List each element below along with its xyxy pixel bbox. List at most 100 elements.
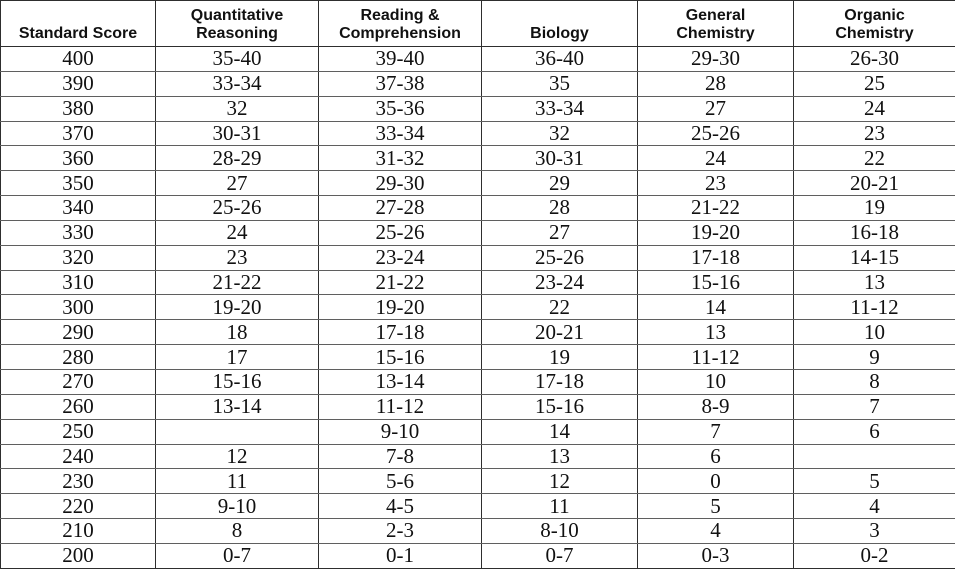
table-cell: 25-26 xyxy=(637,120,794,147)
table-cell: 35 xyxy=(481,70,638,97)
table-cell: 4 xyxy=(793,493,955,520)
table-cell xyxy=(155,418,319,445)
table-cell: 27 xyxy=(481,219,638,246)
score-cell: 370 xyxy=(0,120,156,147)
table-row: 230 11 5-6 12 0 5 xyxy=(0,468,955,495)
score-cell: 330 xyxy=(0,219,156,246)
table-cell: 15-16 xyxy=(637,269,794,296)
table-cell: 39-40 xyxy=(318,46,482,72)
table-cell: 22 xyxy=(793,145,955,172)
table-cell: 9-10 xyxy=(155,493,319,520)
table-cell: 31-32 xyxy=(318,145,482,172)
table-row: 340 25-26 27-28 28 21-22 19 xyxy=(0,195,955,221)
score-cell: 310 xyxy=(0,269,156,296)
table-cell: 16-18 xyxy=(793,219,955,246)
score-cell: 280 xyxy=(0,344,156,370)
table-cell: 4-5 xyxy=(318,493,482,520)
table-row: 400 35-40 39-40 36-40 29-30 26-30 xyxy=(0,46,955,72)
score-cell: 260 xyxy=(0,393,156,420)
table-cell: 11-12 xyxy=(793,294,955,321)
table-cell: 0 xyxy=(637,468,794,495)
table-cell: 25-26 xyxy=(481,244,638,271)
table-row: 390 33-34 37-38 35 28 25 xyxy=(0,70,955,97)
table-cell: 14 xyxy=(637,294,794,321)
table-cell: 13-14 xyxy=(155,393,319,420)
score-cell: 270 xyxy=(0,368,156,395)
table-cell: 30-31 xyxy=(481,145,638,172)
column-header-standard-score: Standard Score xyxy=(0,0,156,47)
table-cell: 11 xyxy=(481,493,638,520)
table-cell: 6 xyxy=(637,443,794,470)
table-cell: 30-31 xyxy=(155,120,319,147)
table-cell: 23-24 xyxy=(481,269,638,296)
column-header-biology: Biology xyxy=(481,0,638,47)
table-cell: 27-28 xyxy=(318,195,482,221)
table-cell: 28 xyxy=(481,195,638,221)
table-cell: 12 xyxy=(481,468,638,495)
table-cell: 35-36 xyxy=(318,95,482,122)
table-cell: 11-12 xyxy=(637,344,794,370)
table-cell: 0-7 xyxy=(155,542,319,569)
table-row: 350 27 29-30 29 23 20-21 xyxy=(0,170,955,197)
table-cell: 14 xyxy=(481,418,638,445)
table-cell: 17-18 xyxy=(318,319,482,346)
table-cell: 24 xyxy=(793,95,955,122)
table-cell: 25-26 xyxy=(155,195,319,221)
table-cell: 28-29 xyxy=(155,145,319,172)
score-cell: 240 xyxy=(0,443,156,470)
table-body: 400 35-40 39-40 36-40 29-30 26-30 390 33… xyxy=(0,46,955,569)
table-cell: 27 xyxy=(637,95,794,122)
table-cell: 23 xyxy=(793,120,955,147)
table-cell: 8 xyxy=(155,518,319,544)
table-cell: 29 xyxy=(481,170,638,197)
score-cell: 290 xyxy=(0,319,156,346)
table-cell: 6 xyxy=(793,418,955,445)
table-row: 260 13-14 11-12 15-16 8-9 7 xyxy=(0,393,955,420)
score-cell: 220 xyxy=(0,493,156,520)
table-cell: 33-34 xyxy=(318,120,482,147)
table-row: 210 8 2-3 8-10 4 3 xyxy=(0,518,955,544)
table-row: 330 24 25-26 27 19-20 16-18 xyxy=(0,219,955,246)
table-cell: 32 xyxy=(155,95,319,122)
table-cell: 20-21 xyxy=(481,319,638,346)
table-cell: 15-16 xyxy=(481,393,638,420)
table-row: 220 9-10 4-5 11 5 4 xyxy=(0,493,955,520)
header-row: Standard Score Quantitative Reasoning Re… xyxy=(0,0,955,47)
table-cell: 17 xyxy=(155,344,319,370)
table-row: 360 28-29 31-32 30-31 24 22 xyxy=(0,145,955,172)
table-cell: 26-30 xyxy=(793,46,955,72)
table-cell: 2-3 xyxy=(318,518,482,544)
table-cell: 25-26 xyxy=(318,219,482,246)
table-cell: 9-10 xyxy=(318,418,482,445)
table-cell: 29-30 xyxy=(318,170,482,197)
table-row: 290 18 17-18 20-21 13 10 xyxy=(0,319,955,346)
table-cell: 5-6 xyxy=(318,468,482,495)
column-header-general-chemistry: General Chemistry xyxy=(637,0,794,47)
table-cell: 3 xyxy=(793,518,955,544)
table-cell: 8-9 xyxy=(637,393,794,420)
table-cell xyxy=(793,443,955,470)
score-cell: 380 xyxy=(0,95,156,122)
table-cell: 7 xyxy=(637,418,794,445)
table-cell: 19-20 xyxy=(155,294,319,321)
table-cell: 14-15 xyxy=(793,244,955,271)
table-cell: 32 xyxy=(481,120,638,147)
table-cell: 18 xyxy=(155,319,319,346)
column-header-quantitative-reasoning: Quantitative Reasoning xyxy=(155,0,319,47)
table-cell: 13 xyxy=(481,443,638,470)
table-cell: 27 xyxy=(155,170,319,197)
table-cell: 23 xyxy=(155,244,319,271)
table-cell: 35-40 xyxy=(155,46,319,72)
table-row: 380 32 35-36 33-34 27 24 xyxy=(0,95,955,122)
table-row: 280 17 15-16 19 11-12 9 xyxy=(0,344,955,370)
score-cell: 400 xyxy=(0,46,156,72)
table-row: 320 23 23-24 25-26 17-18 14-15 xyxy=(0,244,955,271)
column-header-organic-chemistry: Organic Chemistry xyxy=(793,0,955,47)
table-cell: 13-14 xyxy=(318,368,482,395)
table-cell: 15-16 xyxy=(318,344,482,370)
table-cell: 0-7 xyxy=(481,542,638,569)
score-cell: 350 xyxy=(0,170,156,197)
table-cell: 17-18 xyxy=(637,244,794,271)
score-cell: 300 xyxy=(0,294,156,321)
